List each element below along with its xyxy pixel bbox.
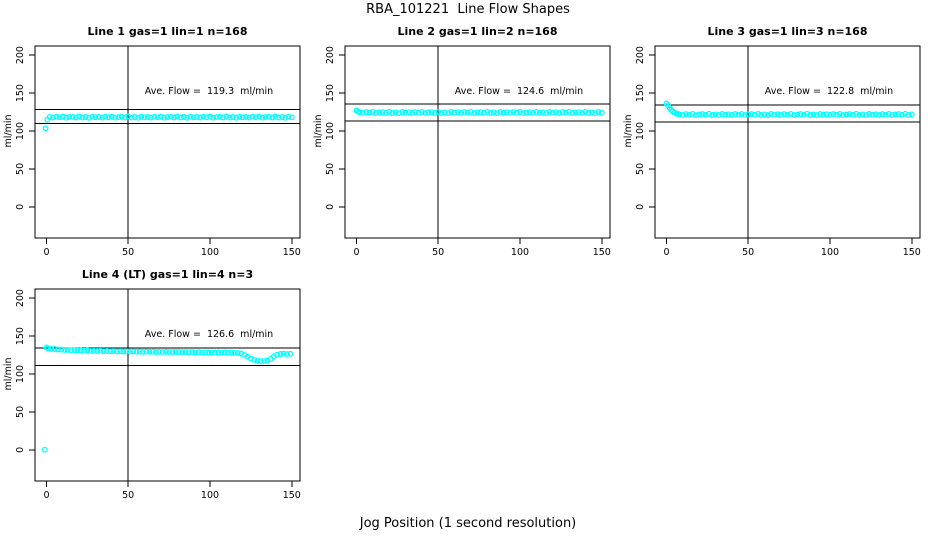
svg-text:100: 100	[635, 122, 646, 140]
subplot-title: Line 4 (LT) gas=1 lin=4 n=3	[81, 268, 254, 281]
svg-text:150: 150	[903, 247, 921, 258]
svg-text:150: 150	[15, 327, 26, 345]
svg-text:200: 200	[635, 46, 646, 64]
subplot-line-2: 0 50 100 150 0 50 100 150 200 ml/min Line 2 gas=1…	[310, 22, 622, 268]
svg-text:100: 100	[201, 247, 219, 258]
svg-text:150: 150	[283, 490, 301, 501]
svg-text:150: 150	[593, 247, 611, 258]
subplot-line-3: 0 50 100 150 0 50 100 150 200 ml/min Line 3 gas=1…	[620, 22, 932, 268]
svg-text:150: 150	[15, 84, 26, 102]
svg-text:200: 200	[15, 46, 26, 64]
svg-text:50: 50	[742, 247, 754, 258]
svg-text:200: 200	[325, 46, 336, 64]
ave-flow-label: Ave. Flow = 126.6 ml/min	[144, 329, 274, 340]
svg-text:100: 100	[821, 247, 839, 258]
svg-text:0: 0	[325, 204, 336, 210]
ave-flow-label: Ave. Flow = 119.3 ml/min	[144, 86, 274, 97]
svg-text:0: 0	[663, 247, 669, 258]
ave-flow-label: Ave. Flow = 124.6 ml/min	[454, 86, 584, 97]
svg-text:100: 100	[15, 365, 26, 383]
svg-text:50: 50	[122, 490, 134, 501]
svg-text:0: 0	[635, 204, 646, 210]
svg-text:ml/min: ml/min	[313, 114, 324, 147]
plot-canvas-line-2: 0 50 100 150 0 50 100 150 200 ml/min	[313, 45, 611, 258]
svg-text:0: 0	[353, 247, 359, 258]
subplot-line-1: 0 50 100 150 0 50 100 150 200 ml/min Line 1 gas=1…	[0, 22, 312, 268]
svg-text:100: 100	[15, 122, 26, 140]
plot-canvas-line-3: 0 50 100 150 0 50 100 150 200 ml/min	[623, 45, 921, 258]
svg-text:0: 0	[43, 490, 49, 501]
svg-text:150: 150	[283, 247, 301, 258]
svg-text:50: 50	[15, 406, 26, 418]
chart-title: RBA_101221 Line Flow Shapes	[366, 2, 570, 17]
svg-text:ml/min: ml/min	[3, 357, 14, 390]
svg-text:150: 150	[635, 84, 646, 102]
svg-text:50: 50	[325, 163, 336, 175]
svg-text:50: 50	[635, 163, 646, 175]
svg-text:0: 0	[43, 247, 49, 258]
svg-text:ml/min: ml/min	[3, 114, 14, 147]
svg-text:50: 50	[15, 163, 26, 175]
svg-text:0: 0	[15, 447, 26, 453]
subplot-title: Line 3 gas=1 lin=3 n=168	[707, 25, 868, 38]
subplot-title: Line 2 gas=1 lin=2 n=168	[397, 25, 558, 38]
ave-flow-label: Ave. Flow = 122.8 ml/min	[764, 86, 894, 97]
svg-text:50: 50	[122, 247, 134, 258]
plot-canvas-line-1: 0 50 100 150 0 50 100 150 200 ml/min	[3, 45, 301, 258]
svg-text:50: 50	[432, 247, 444, 258]
svg-text:ml/min: ml/min	[623, 114, 634, 147]
x-axis-label: Jog Position (1 second resolution)	[359, 516, 577, 531]
svg-text:200: 200	[15, 289, 26, 307]
svg-text:100: 100	[511, 247, 529, 258]
plot-canvas-line-4: 0 50 100 150 0 50 100 150 200 ml/min	[3, 288, 301, 501]
subplot-line-4: 0 50 100 150 0 50 100 150 200 ml/min Line 4 (LT) …	[0, 265, 312, 511]
svg-text:100: 100	[201, 490, 219, 501]
svg-text:100: 100	[325, 122, 336, 140]
svg-text:0: 0	[15, 204, 26, 210]
subplot-title: Line 1 gas=1 lin=1 n=168	[87, 25, 248, 38]
svg-text:150: 150	[325, 84, 336, 102]
